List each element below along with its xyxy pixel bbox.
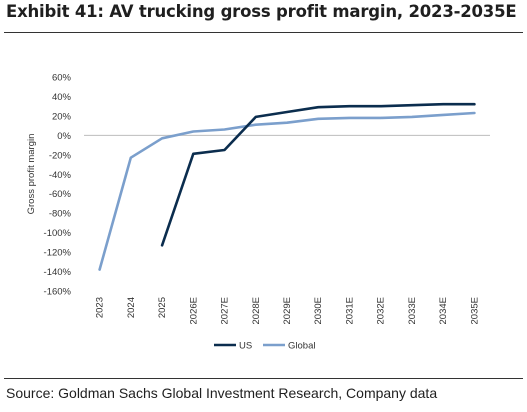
source-note: Source: Goldman Sachs Global Investment … <box>6 385 438 401</box>
x-tick-label: 2024 <box>126 297 137 318</box>
y-axis-title: Gross profit margin <box>26 134 37 215</box>
x-tick-label: 2035E <box>469 297 480 324</box>
legend-label-global: Global <box>288 341 315 352</box>
y-axis-ticks: 60% 40% 20% 0% -20% -40% -60% -80% -100% -120% -14… <box>44 73 72 298</box>
legend-label-us: US <box>239 341 252 352</box>
y-tick-label: -140% <box>44 267 72 278</box>
y-tick-label: -160% <box>44 287 72 298</box>
line-chart: 60% 40% 20% 0% -20% -40% -60% -80% -100% -120% -14… <box>26 73 490 352</box>
x-axis-ticks: 2023 2024 2025 2026E 2027E 2028E 2029E 2030E 203… <box>95 297 481 324</box>
x-tick-label: 2031E <box>344 297 355 324</box>
series-line-global <box>98 111 476 271</box>
x-tick-label: 2027E <box>220 297 231 324</box>
y-tick-label: -80% <box>49 209 72 220</box>
y-tick-label: -40% <box>49 170 72 181</box>
y-tick-label: -100% <box>44 228 72 239</box>
y-tick-label: 40% <box>52 92 72 103</box>
x-tick-label: 2032E <box>376 297 387 324</box>
y-tick-label: 60% <box>52 73 72 84</box>
x-tick-label: 2025 <box>157 297 168 318</box>
x-tick-label: 2030E <box>313 297 324 324</box>
y-tick-label: -60% <box>49 189 72 200</box>
exhibit-title: Exhibit 41: AV trucking gross profit mar… <box>6 2 517 21</box>
y-tick-label: -120% <box>44 248 72 259</box>
y-tick-label: 0% <box>57 131 71 142</box>
x-tick-label: 2026E <box>188 297 199 324</box>
x-tick-label: 2028E <box>251 297 262 324</box>
y-tick-label: -20% <box>49 150 72 161</box>
bottom-divider <box>4 378 523 379</box>
legend: US Global <box>214 341 315 352</box>
x-tick-label: 2023 <box>95 297 106 318</box>
x-tick-label: 2029E <box>282 297 293 324</box>
top-divider <box>4 32 523 33</box>
series-lines <box>98 102 476 271</box>
x-tick-label: 2033E <box>407 297 418 324</box>
y-tick-label: 20% <box>52 111 72 122</box>
series-line-us <box>160 102 476 247</box>
x-tick-label: 2034E <box>438 297 449 324</box>
